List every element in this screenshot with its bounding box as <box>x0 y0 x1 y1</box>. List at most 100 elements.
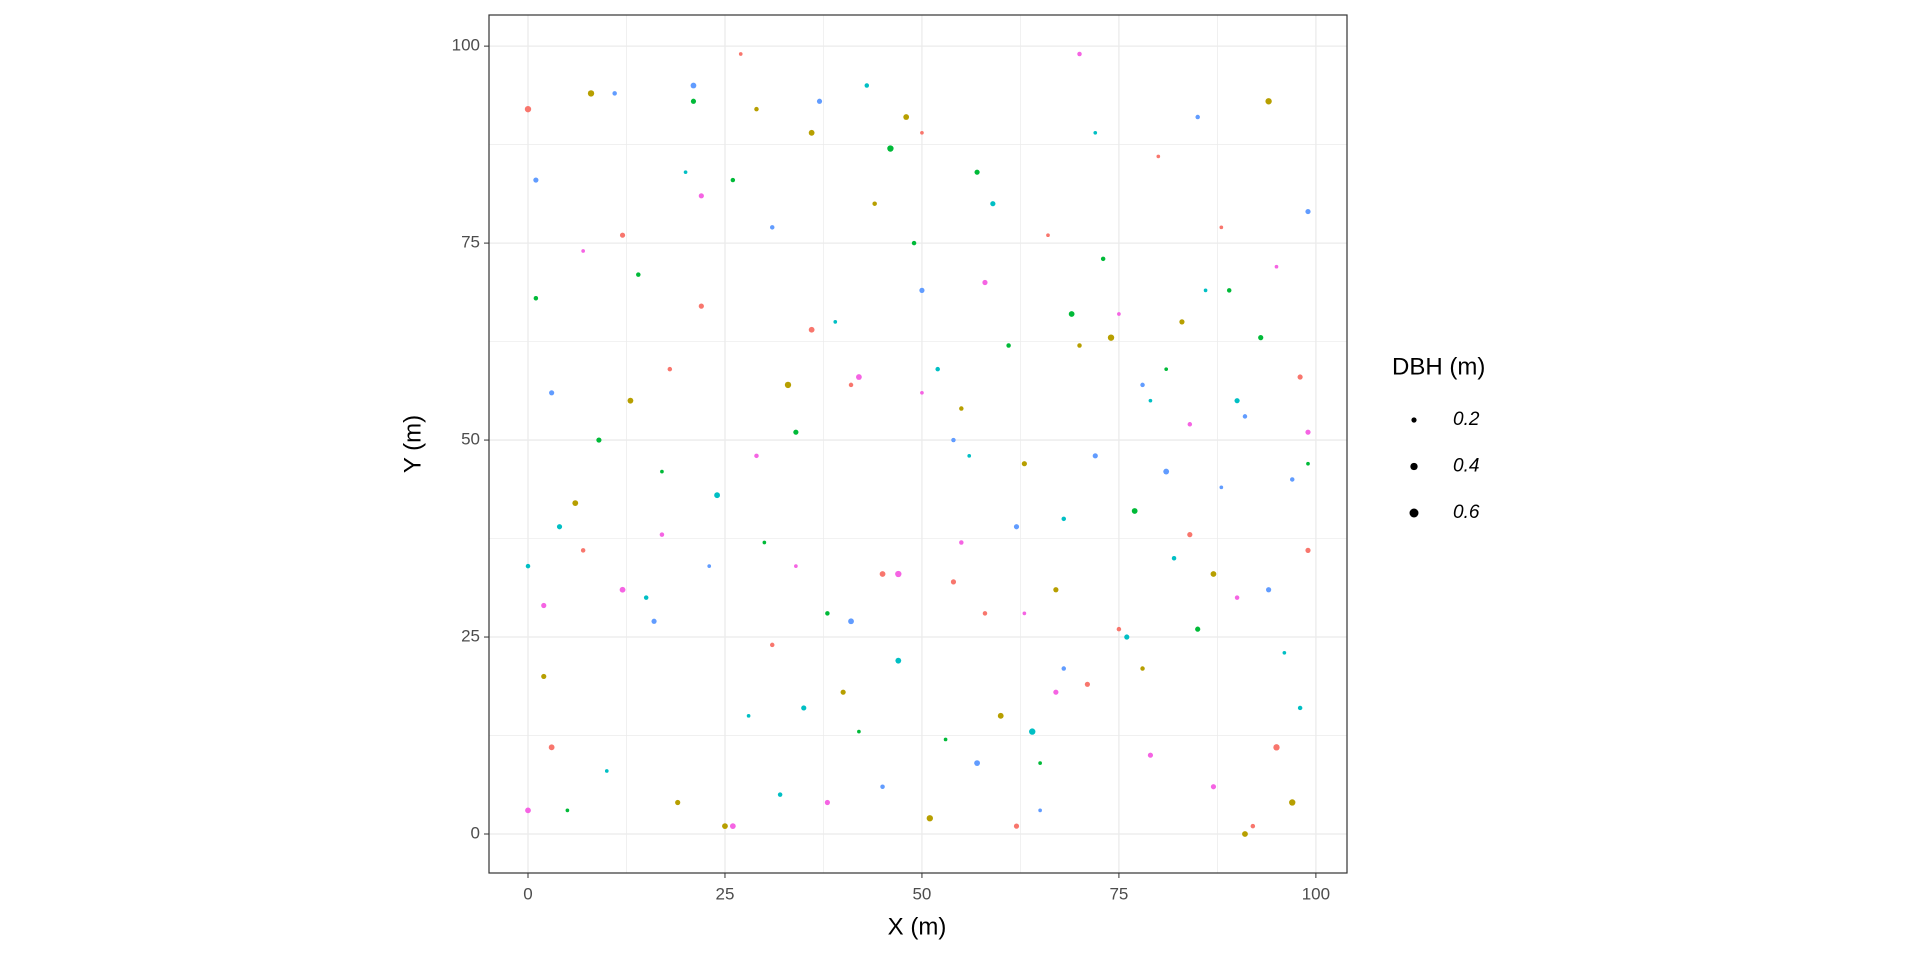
point <box>1234 398 1240 404</box>
legend-label: 0.6 <box>1453 502 1480 523</box>
point <box>698 303 704 309</box>
point <box>1219 485 1224 490</box>
point <box>880 784 885 789</box>
point <box>1053 587 1059 593</box>
point <box>1116 626 1122 632</box>
point <box>690 82 697 89</box>
x-tick-label: 75 <box>1109 884 1128 903</box>
point <box>1117 312 1121 316</box>
point <box>619 586 626 593</box>
point <box>1147 752 1154 758</box>
point <box>1219 225 1224 230</box>
point <box>864 83 870 88</box>
point <box>627 397 634 404</box>
point <box>1107 334 1115 341</box>
point <box>879 571 886 577</box>
point <box>848 618 854 625</box>
point <box>1171 555 1177 561</box>
point <box>525 563 531 569</box>
y-axis-title: Y (m) <box>399 415 426 473</box>
point <box>1038 761 1042 765</box>
point <box>1266 587 1272 593</box>
point <box>1148 398 1153 403</box>
point <box>1297 705 1303 711</box>
point <box>808 326 815 333</box>
point <box>556 524 563 530</box>
point <box>1140 666 1145 671</box>
point <box>974 760 980 766</box>
point <box>887 145 894 152</box>
point <box>1282 650 1287 655</box>
point <box>1022 611 1027 616</box>
point <box>959 406 964 411</box>
point <box>959 540 964 545</box>
point <box>1061 516 1067 522</box>
point <box>1226 288 1232 293</box>
point <box>808 129 815 136</box>
point <box>1179 319 1185 325</box>
point <box>801 705 807 711</box>
point <box>659 532 665 537</box>
panel-border <box>488 14 1348 874</box>
y-tick-label: 100 <box>452 36 480 55</box>
point <box>769 642 775 648</box>
point <box>911 240 917 246</box>
point <box>1234 595 1240 600</box>
point <box>990 201 996 207</box>
y-tick-label: 50 <box>461 430 480 449</box>
point <box>572 500 579 506</box>
point <box>1195 114 1200 120</box>
point <box>1242 831 1248 837</box>
legend-title: DBH (m) <box>1392 353 1485 380</box>
point <box>794 564 798 568</box>
point <box>1163 468 1170 475</box>
point <box>1210 571 1217 577</box>
point <box>565 808 570 813</box>
point <box>730 177 736 183</box>
point <box>1006 343 1011 348</box>
panel <box>489 15 1347 873</box>
point <box>683 170 688 175</box>
point <box>1124 634 1130 640</box>
point <box>1140 382 1145 388</box>
point <box>926 815 933 822</box>
point <box>714 492 720 499</box>
point <box>1242 414 1248 419</box>
point <box>596 437 602 443</box>
point <box>950 579 957 585</box>
point <box>920 390 924 395</box>
point <box>1289 799 1296 806</box>
point <box>533 177 539 183</box>
point <box>587 90 595 97</box>
point <box>619 232 626 238</box>
point <box>1195 626 1201 632</box>
point <box>974 169 980 175</box>
point <box>1203 288 1208 293</box>
point <box>857 729 861 734</box>
y-tick-label: 25 <box>461 627 480 646</box>
point <box>548 744 555 751</box>
point <box>541 673 547 680</box>
point <box>738 52 743 56</box>
point <box>982 279 988 286</box>
point <box>580 548 586 553</box>
point <box>1187 532 1193 538</box>
point <box>1013 524 1020 530</box>
point <box>754 106 759 112</box>
point <box>1013 823 1020 829</box>
point <box>604 769 609 773</box>
point <box>793 429 799 435</box>
point <box>636 272 641 277</box>
point <box>612 91 617 96</box>
point <box>825 611 830 616</box>
point <box>541 602 547 609</box>
point <box>1274 264 1279 269</box>
point <box>943 737 948 742</box>
point <box>1258 335 1264 341</box>
point <box>856 374 862 380</box>
point <box>525 807 531 814</box>
point <box>1273 744 1280 751</box>
y-tick-label: 0 <box>471 823 480 842</box>
legend-key <box>1410 462 1418 471</box>
legend-label: 0.2 <box>1453 409 1480 430</box>
